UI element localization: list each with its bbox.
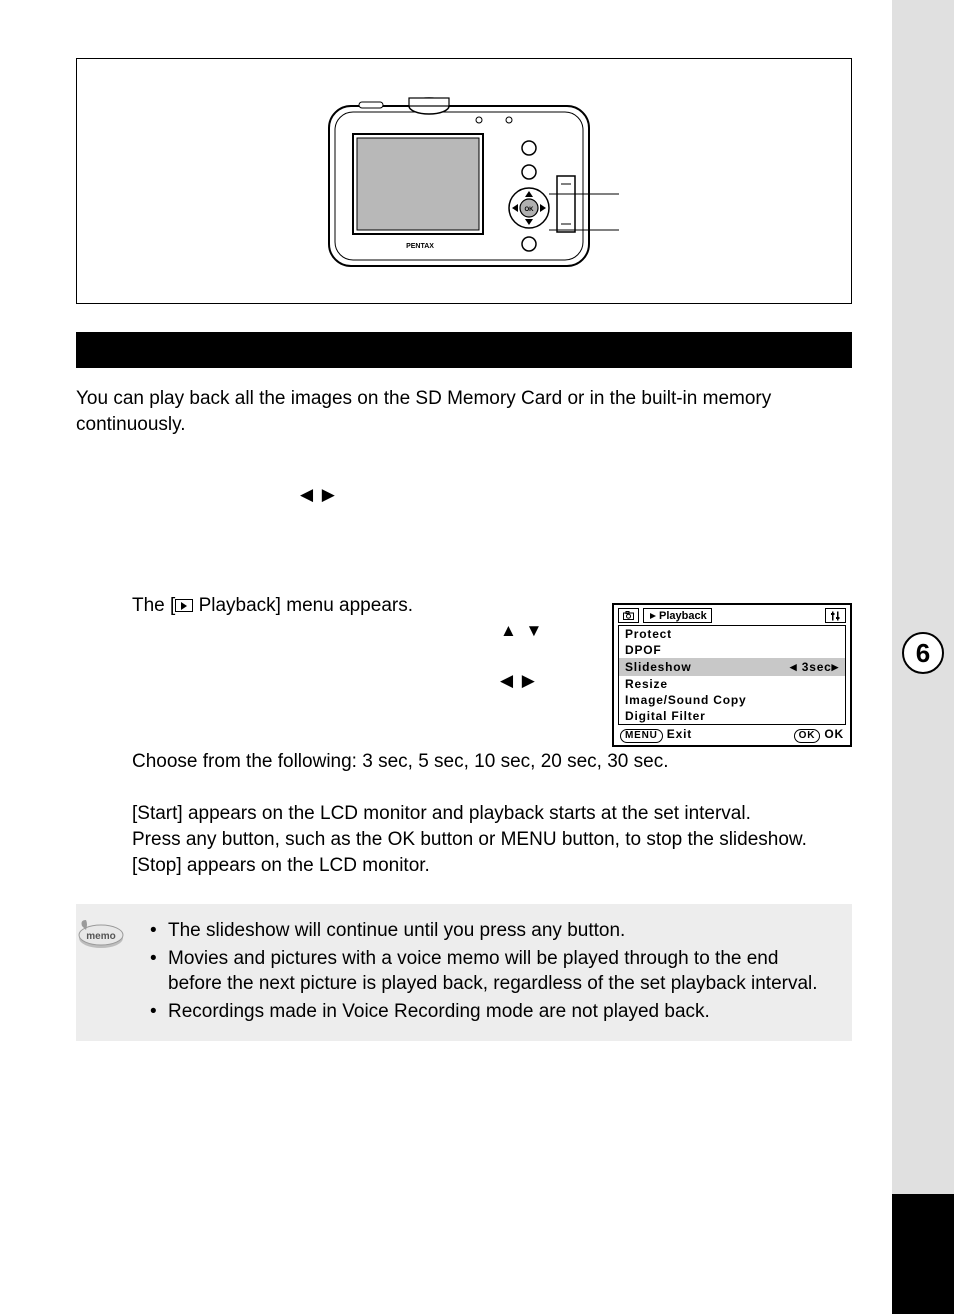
arrow-left-right-icon: ◀ ▶ (300, 485, 337, 505)
page-content: PENTAX OK You can play back all the imag (0, 0, 892, 1314)
menu-list: Protect DPOF Slideshow ◂ 3sec▸ Resize Im… (618, 625, 846, 725)
memo-icon: memo (74, 916, 128, 950)
svg-text:memo: memo (86, 931, 115, 942)
steps-region: ◀ ▶ The [ Playback] menu appears. ▲ ▼ ◀ … (76, 485, 852, 1040)
setup-tab-icon (825, 608, 846, 623)
chapter-number: 6 (916, 638, 930, 669)
rec-tab-icon (618, 608, 639, 623)
menu-item-copy: Image/Sound Copy (619, 692, 845, 708)
memo-box: memo The slideshow will continue until y… (76, 904, 852, 1041)
section-header-bar (76, 332, 852, 368)
svg-text:OK: OK (525, 207, 535, 213)
menu-tab-row: Playback (614, 605, 850, 625)
playback-tab: Playback (643, 608, 712, 623)
camera-brand-text: PENTAX (406, 243, 434, 250)
memo-list: The slideshow will continue until you pr… (150, 918, 832, 1025)
menu-item-protect: Protect (619, 626, 845, 642)
memo-item: Movies and pictures with a voice memo wi… (150, 946, 832, 997)
menu-item-dpof: DPOF (619, 642, 845, 658)
arrow-up-down-icon: ▲ ▼ (500, 621, 544, 641)
intro-paragraph: You can play back all the images on the … (76, 386, 852, 437)
menu-footer: MENU Exit OK OK (614, 725, 850, 745)
interval-options-text: Choose from the following: 3 sec, 5 sec,… (132, 751, 852, 773)
menu-item-filter: Digital Filter (619, 708, 845, 724)
slideshow-value: ◂ 3sec▸ (790, 659, 839, 675)
menu-button-pill: MENU (620, 729, 663, 743)
side-tab-bar: 6 (892, 0, 954, 1314)
playback-mode-icon (175, 599, 193, 612)
arrow-left-right-icon-2: ◀ ▶ (500, 671, 537, 691)
memo-item: Recordings made in Voice Recording mode … (150, 999, 832, 1025)
memo-item: The slideshow will continue until you pr… (150, 918, 832, 944)
camera-diagram-frame: PENTAX OK (76, 58, 852, 304)
camera-illustration: PENTAX OK (309, 76, 619, 286)
ok-button-pill: OK (794, 729, 821, 743)
chapter-tab: 6 (902, 632, 944, 674)
menu-item-resize: Resize (619, 676, 845, 692)
result-paragraph: [Start] appears on the LCD monitor and p… (132, 801, 852, 878)
menu-item-slideshow: Slideshow ◂ 3sec▸ (619, 658, 845, 676)
lcd-menu-screenshot: Playback Protect DPOF Slideshow ◂ 3sec▸ … (612, 603, 852, 747)
side-bar-black-block (892, 1194, 954, 1314)
